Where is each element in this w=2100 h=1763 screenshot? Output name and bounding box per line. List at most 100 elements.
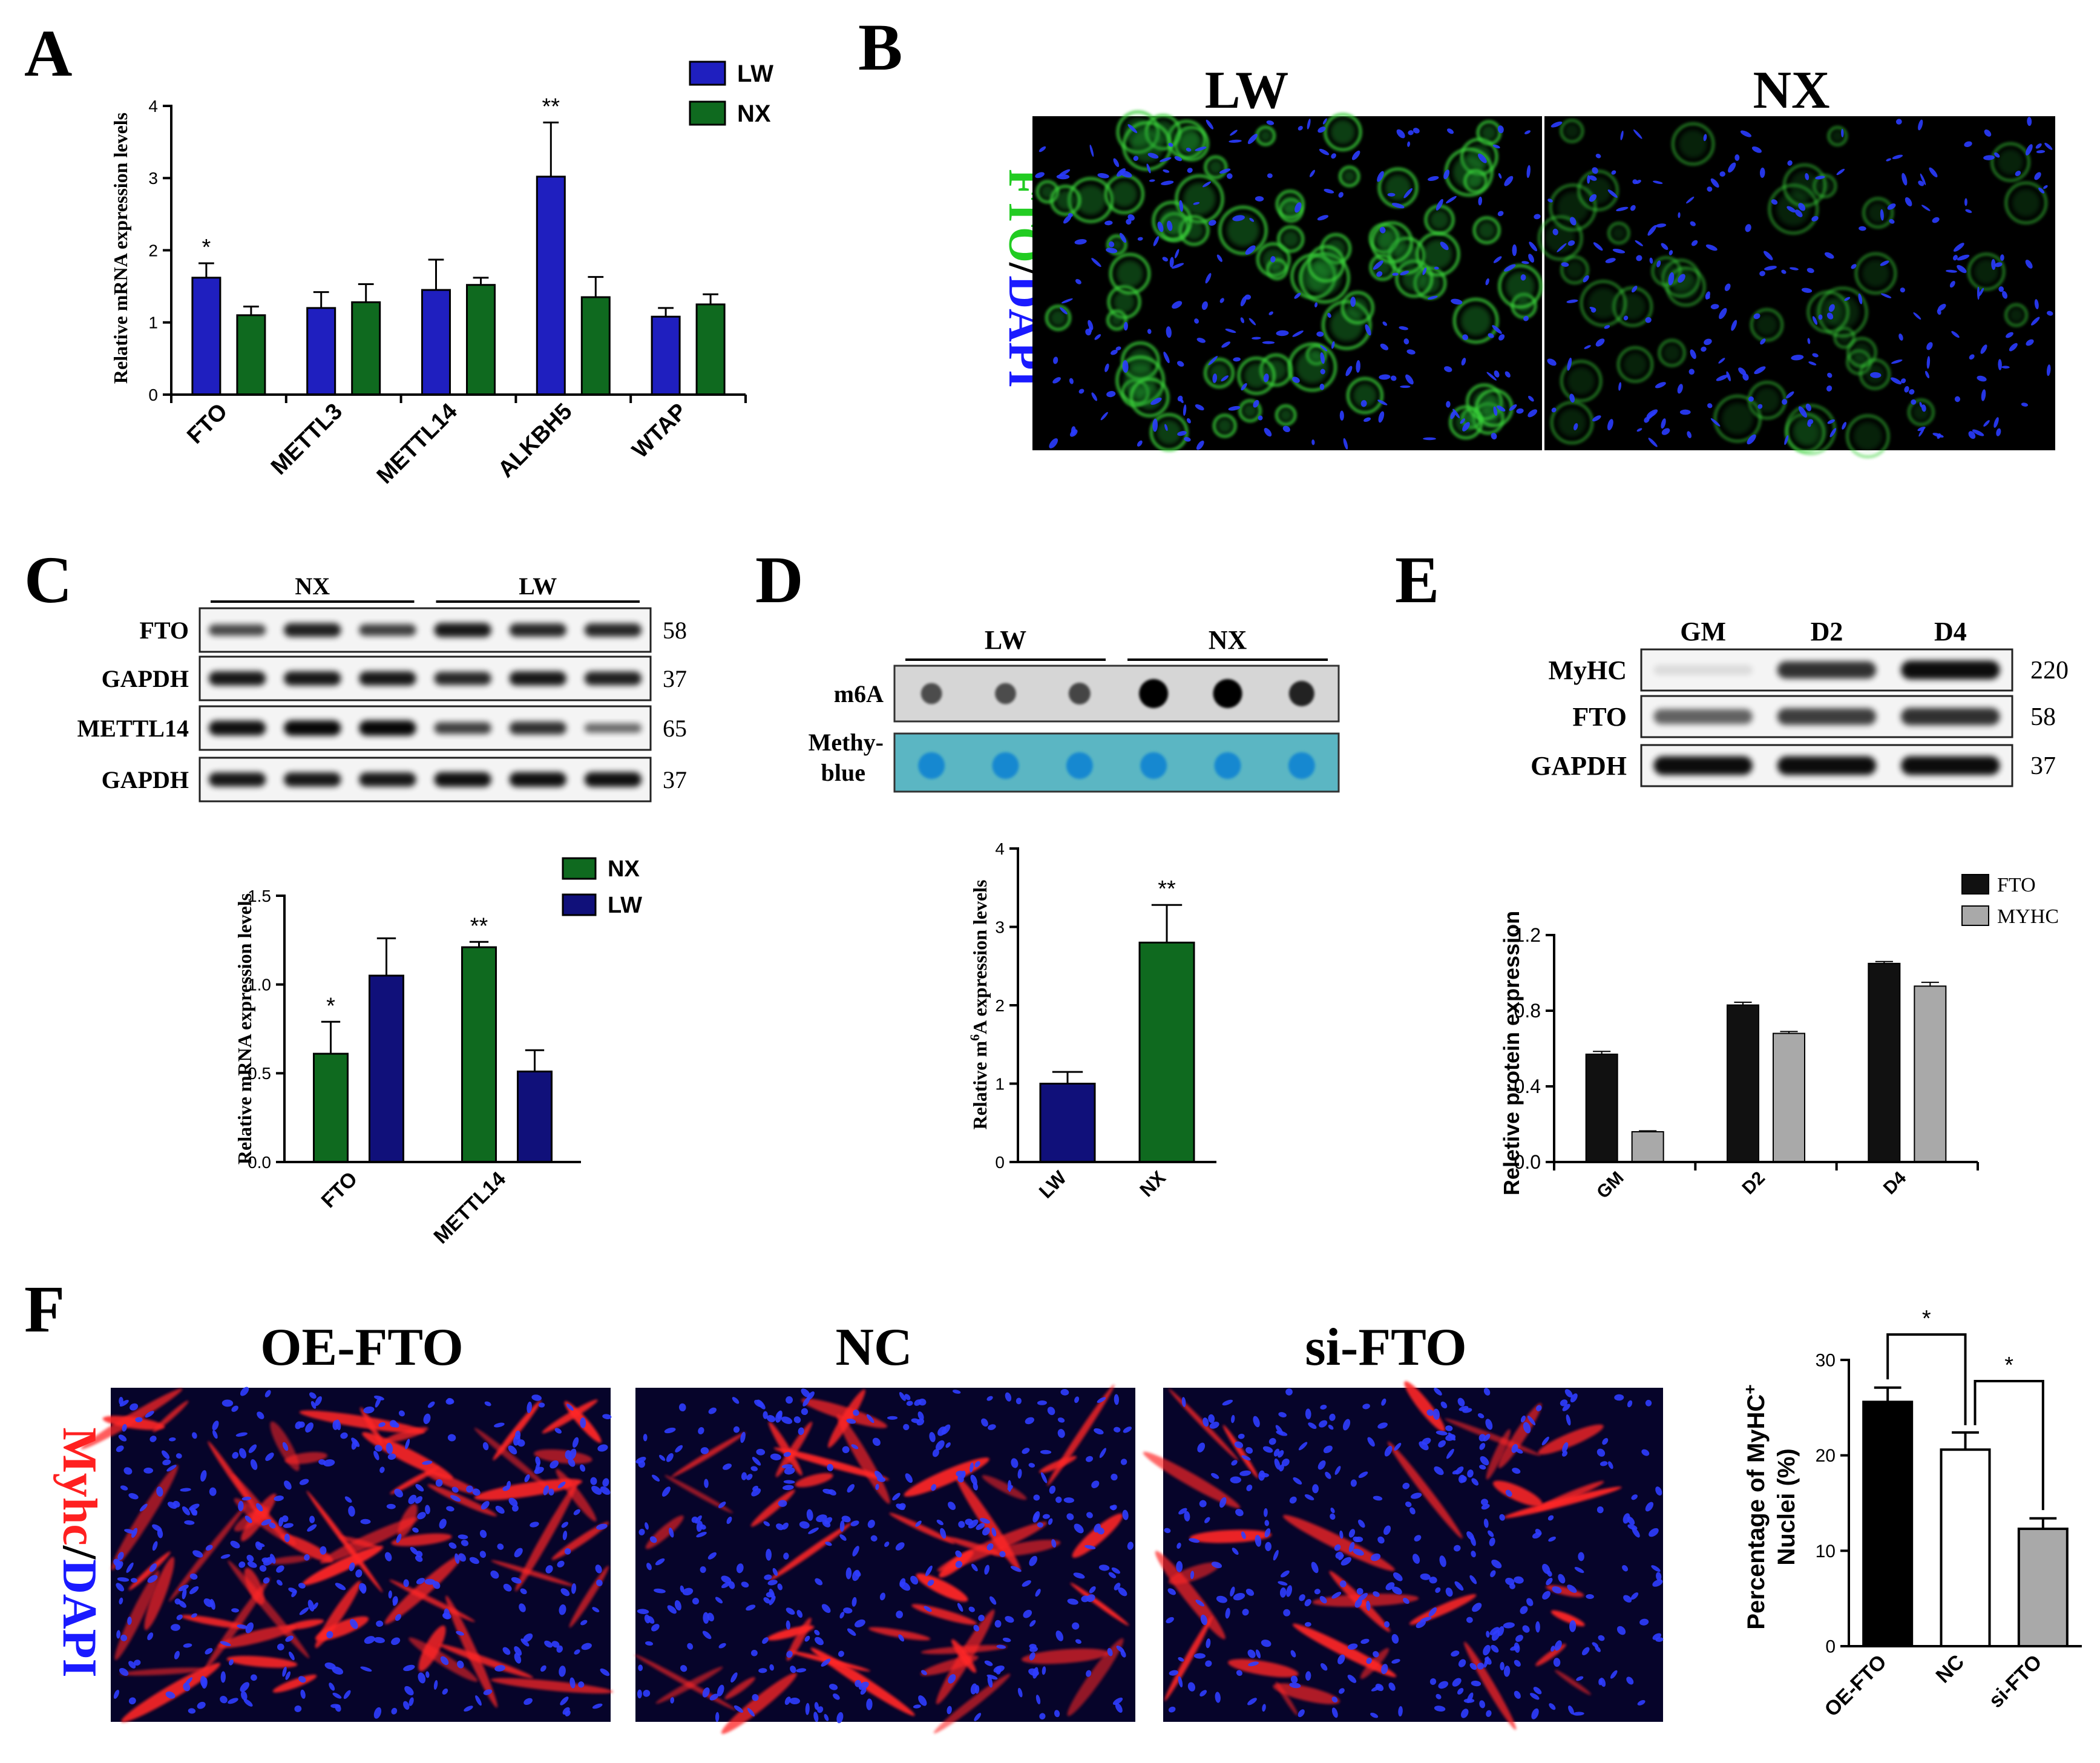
dapi-nucleus xyxy=(1895,119,1902,125)
dapi-nucleus xyxy=(1048,1518,1053,1525)
myhc-fiber xyxy=(1387,1441,1463,1539)
dapi-nucleus xyxy=(1023,1609,1032,1618)
dapi-nucleus xyxy=(805,1702,810,1715)
dapi-nucleus xyxy=(698,1427,704,1434)
fto-signal xyxy=(1560,359,1603,402)
dapi-nucleus xyxy=(1486,1630,1490,1638)
dapi-nucleus xyxy=(1190,1571,1195,1580)
dapi-nucleus xyxy=(1891,377,1902,385)
dapi-nucleus xyxy=(680,1665,687,1672)
dapi-nucleus xyxy=(1219,298,1224,303)
dapi-nucleus xyxy=(1177,431,1187,436)
fto-signal xyxy=(1149,413,1189,452)
fto-signal xyxy=(1967,252,2006,291)
dapi-nucleus xyxy=(1245,1589,1255,1596)
dapi-nucleus xyxy=(559,1666,566,1677)
dapi-nucleus xyxy=(335,1419,341,1431)
dapi-nucleus xyxy=(119,1597,123,1604)
dapi-nucleus xyxy=(1446,1448,1454,1459)
dapi-nucleus xyxy=(1719,171,1725,177)
dapi-nucleus xyxy=(1913,312,1921,320)
dapi-nucleus xyxy=(1330,1507,1335,1514)
dapi-nucleus xyxy=(1353,1536,1360,1543)
dapi-nucleus xyxy=(1918,119,1923,131)
dapi-nucleus xyxy=(1954,396,1961,402)
dapi-nucleus xyxy=(1828,304,1835,312)
dapi-nucleus xyxy=(1477,1663,1485,1670)
dapi-nucleus xyxy=(637,1689,642,1699)
fto-signal xyxy=(1665,266,1707,307)
dapi-nucleus xyxy=(920,1670,927,1675)
blot-band xyxy=(584,623,642,637)
dapi-nucleus xyxy=(670,1697,675,1704)
fto-signal xyxy=(1129,377,1170,418)
dapi-nucleus xyxy=(269,1522,276,1529)
dapi-nucleus xyxy=(1787,206,1796,213)
dapi-nucleus xyxy=(285,1671,291,1680)
dot-methylene xyxy=(1066,752,1093,779)
dapi-nucleus xyxy=(764,1574,772,1580)
dapi-nucleus xyxy=(643,1690,651,1697)
dapi-nucleus xyxy=(1921,404,1926,412)
dapi-nucleus xyxy=(1462,422,1470,432)
fto-signal-fill xyxy=(1157,419,1182,445)
dapi-nucleus xyxy=(1471,1478,1479,1486)
dapi-nucleus xyxy=(898,1634,905,1642)
dapi-nucleus xyxy=(839,1612,845,1619)
dapi-nucleus xyxy=(976,1523,985,1530)
legend-label-lw: LW xyxy=(737,61,773,87)
dapi-nucleus xyxy=(750,1466,758,1471)
myhc-fiber xyxy=(933,1673,1011,1734)
dapi-nucleus xyxy=(183,1643,192,1648)
dapi-nucleus xyxy=(1319,148,1330,156)
dapi-nucleus xyxy=(750,1650,758,1656)
dapi-nucleus xyxy=(1528,254,1535,263)
myhc-fiber xyxy=(920,1645,1008,1655)
dapi-nucleus xyxy=(1304,1599,1311,1607)
fto-signal-fill xyxy=(1259,130,1272,142)
dapi-nucleus xyxy=(1035,1589,1041,1597)
dapi-nucleus xyxy=(661,1486,671,1497)
dapi-nucleus xyxy=(1246,1484,1253,1491)
dapi-nucleus xyxy=(1523,315,1529,321)
dapi-nucleus xyxy=(1710,418,1721,427)
dapi-nucleus xyxy=(418,1672,426,1684)
dapi-nucleus xyxy=(1622,1565,1629,1572)
dapi-nucleus xyxy=(1784,435,1789,445)
fto-signal-fill xyxy=(1378,228,1406,257)
blot-band xyxy=(509,772,566,787)
dapi-nucleus xyxy=(778,1500,787,1507)
dapi-nucleus xyxy=(1981,389,1986,401)
blot-c-strip-fto xyxy=(199,607,652,653)
dapi-nucleus xyxy=(1383,1621,1390,1628)
dapi-nucleus xyxy=(968,1606,975,1612)
dapi-nucleus xyxy=(1557,243,1567,252)
dapi-nucleus xyxy=(1422,1437,1431,1445)
dapi-nucleus xyxy=(1163,352,1170,364)
dapi-nucleus xyxy=(1383,1525,1391,1535)
myhc-fiber xyxy=(837,1414,890,1504)
dapi-nucleus xyxy=(363,1407,375,1414)
dapi-nucleus xyxy=(1067,1598,1078,1605)
dapi-nucleus xyxy=(1492,325,1502,334)
dapi-nucleus xyxy=(241,1691,248,1701)
dapi-nucleus xyxy=(1339,1688,1345,1694)
dapi-nucleus xyxy=(447,1434,456,1442)
dapi-nucleus xyxy=(494,1422,505,1428)
dapi-nucleus xyxy=(1731,320,1737,331)
dapi-nucleus xyxy=(442,1688,448,1695)
y-tick-label: 0.0 xyxy=(1514,1151,1541,1173)
dapi-nucleus xyxy=(514,1548,523,1558)
dapi-nucleus xyxy=(531,1394,542,1401)
dapi-nucleus xyxy=(464,1706,473,1712)
dapi-nucleus xyxy=(1504,264,1516,272)
dapi-nucleus xyxy=(161,1450,170,1459)
dapi-nucleus xyxy=(850,1520,859,1526)
dapi-nucleus xyxy=(1029,1620,1036,1627)
myhc-fiber xyxy=(302,1546,384,1586)
dapi-nucleus xyxy=(776,1523,784,1531)
dapi-nucleus xyxy=(387,1453,396,1460)
dapi-nucleus xyxy=(264,1390,271,1397)
dapi-nucleus xyxy=(955,1550,962,1558)
dapi-nucleus xyxy=(695,1515,702,1524)
